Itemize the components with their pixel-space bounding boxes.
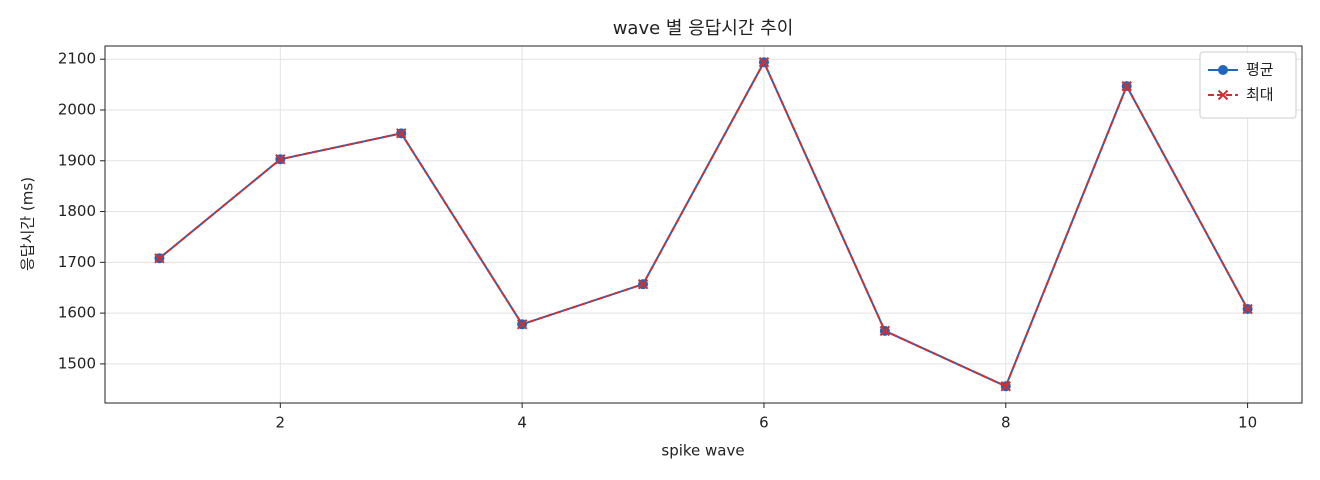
y-axis-label: 응답시간 (ms) [19, 177, 37, 271]
y-tick-label: 1800 [58, 202, 96, 220]
series-line [158, 60, 1249, 388]
data-point [516, 319, 528, 330]
series-line [158, 60, 1249, 388]
data-point [275, 154, 286, 165]
data-point [1000, 381, 1011, 392]
x-tick-label: 8 [1001, 414, 1011, 432]
y-tick-label: 1900 [58, 151, 96, 169]
legend-label: 평균 [1246, 61, 1274, 79]
x-tick-label: 2 [276, 414, 286, 432]
legend-marker [1218, 65, 1228, 75]
y-tick-label: 2000 [58, 100, 96, 118]
chart-title: wave 별 응답시간 추이 [613, 18, 794, 39]
x-tick-label: 10 [1238, 414, 1257, 432]
y-tick-label: 1700 [58, 253, 96, 271]
x-axis-label: spike wave [661, 442, 744, 460]
y-tick-label: 2100 [58, 50, 96, 68]
data-point [879, 325, 891, 337]
data-point [637, 278, 649, 290]
data-point [1121, 80, 1132, 92]
x-tick-label: 6 [759, 414, 769, 432]
data-point [154, 253, 165, 264]
y-tick-label: 1600 [58, 304, 96, 322]
plot-frame [104, 45, 1303, 404]
data-point [396, 128, 407, 139]
data-point [1242, 303, 1253, 315]
x-tick-label: 4 [517, 414, 527, 432]
legend-marker [1217, 89, 1229, 101]
legend-label: 최대 [1246, 86, 1274, 104]
y-tick-label: 1500 [58, 354, 96, 372]
data-point [758, 57, 770, 68]
